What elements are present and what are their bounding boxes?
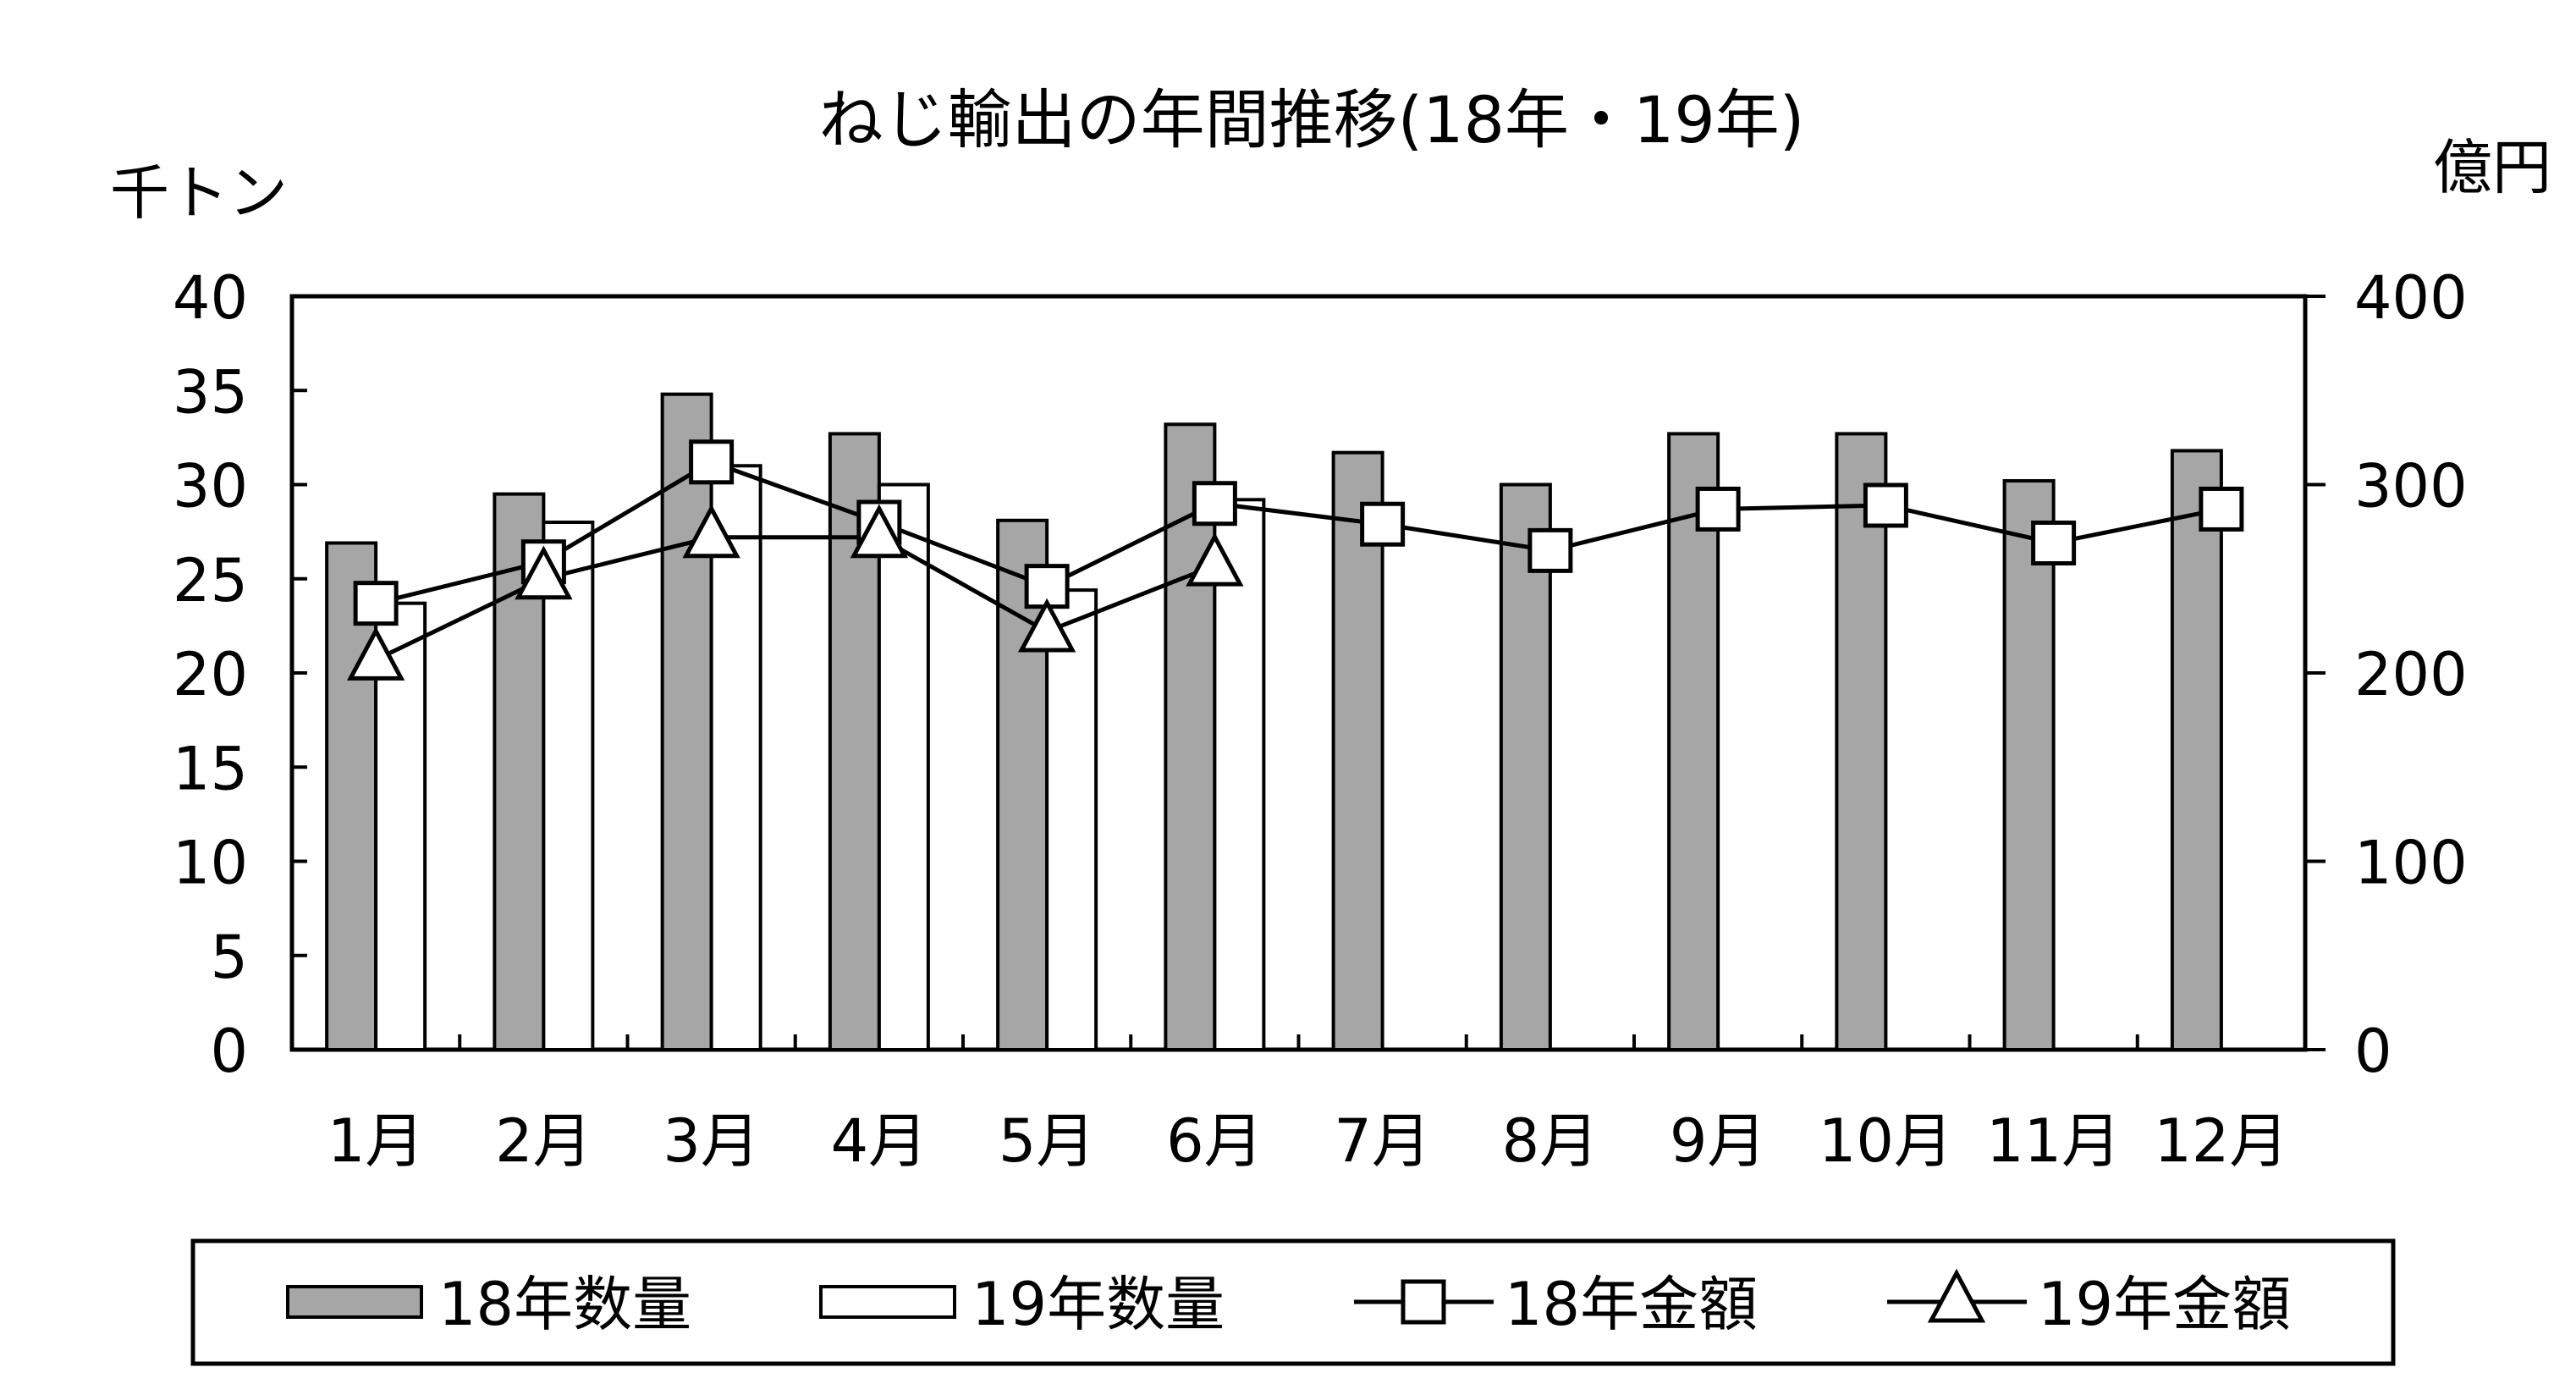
line-point-square xyxy=(1695,486,1741,532)
left-tick-label: 10 xyxy=(173,829,248,898)
bars xyxy=(325,392,2223,1051)
left-tick-label: 0 xyxy=(210,1017,248,1086)
right-tick-label: 200 xyxy=(2354,640,2468,709)
left-tick-label: 35 xyxy=(173,357,248,427)
x-tick-label: 11月 xyxy=(1986,1106,2121,1176)
x-tick-label: 3月 xyxy=(663,1106,760,1176)
bar xyxy=(877,482,930,1051)
line-point-square xyxy=(1192,481,1237,527)
right-axis-unit: 億円 xyxy=(2433,133,2551,202)
x-tick-label: 8月 xyxy=(1502,1106,1599,1176)
line-point-triangle xyxy=(515,545,573,600)
bar xyxy=(1835,432,1888,1051)
x-tick-label: 6月 xyxy=(1166,1106,1263,1176)
left-tick-label: 30 xyxy=(173,452,248,521)
line-point-square xyxy=(1863,482,1908,528)
bar xyxy=(660,392,713,1051)
line-point-triangle xyxy=(1017,598,1076,653)
left-tick-label: 20 xyxy=(173,640,248,709)
bar xyxy=(325,541,378,1051)
legend-label: 19年数量 xyxy=(972,1270,1225,1339)
line-point-square xyxy=(2031,520,2077,565)
legend: 18年数量 19年数量 18年金額 19年金額 xyxy=(190,1238,2396,1366)
legend-label: 18年数量 xyxy=(438,1270,691,1339)
line-point-triangle xyxy=(850,504,909,559)
left-tick-label: 15 xyxy=(173,734,248,803)
x-tick-label: 1月 xyxy=(328,1106,425,1176)
line-point-square xyxy=(2199,486,2244,532)
x-tick-label: 7月 xyxy=(1334,1106,1431,1176)
x-tick-label: 5月 xyxy=(999,1106,1096,1176)
series-line xyxy=(375,460,2222,606)
x-tick-label: 12月 xyxy=(2154,1106,2288,1176)
x-tick-label: 10月 xyxy=(1819,1106,1953,1176)
bar xyxy=(1667,432,1720,1051)
bar xyxy=(2002,479,2056,1051)
bar xyxy=(1331,450,1384,1051)
legend-swatch xyxy=(819,1285,956,1319)
bar xyxy=(1213,498,1266,1051)
bar xyxy=(709,464,762,1051)
left-tick-label: 25 xyxy=(173,546,248,615)
line-point-square xyxy=(689,439,735,485)
line-point-square xyxy=(1527,527,1573,573)
line-point-square xyxy=(353,581,399,626)
legend-swatch xyxy=(286,1285,423,1319)
left-tick-label: 5 xyxy=(210,923,248,992)
right-tick-label: 100 xyxy=(2354,829,2468,898)
legend-label: 18年金額 xyxy=(1505,1270,1758,1339)
lines xyxy=(346,439,2244,681)
line-point-triangle xyxy=(1186,532,1244,587)
right-tick-label: 0 xyxy=(2354,1017,2392,1086)
axes xyxy=(289,294,2326,1052)
line-point-triangle xyxy=(1927,1268,1986,1323)
line-point-square xyxy=(1401,1279,1446,1325)
line-point-triangle xyxy=(682,504,740,559)
x-tick-label: 4月 xyxy=(831,1106,928,1176)
right-tick-label: 300 xyxy=(2354,452,2468,521)
chart-title: ねじ輸出の年間推移(18年・19年) xyxy=(819,82,1805,157)
left-axis-unit: 千トン xyxy=(110,158,288,228)
bar xyxy=(542,521,595,1051)
line-point-triangle xyxy=(346,626,405,681)
left-tick-label: 40 xyxy=(173,263,248,333)
x-tick-label: 2月 xyxy=(495,1106,592,1176)
right-tick-label: 400 xyxy=(2354,263,2468,333)
bar xyxy=(2170,449,2223,1051)
line-point-square xyxy=(1360,501,1406,547)
bar xyxy=(1164,422,1217,1051)
series-line xyxy=(375,535,1216,662)
legend-label: 19年金額 xyxy=(2038,1270,2291,1339)
bar xyxy=(1045,588,1098,1051)
x-tick-label: 9月 xyxy=(1670,1106,1767,1176)
bar xyxy=(1499,482,1552,1051)
